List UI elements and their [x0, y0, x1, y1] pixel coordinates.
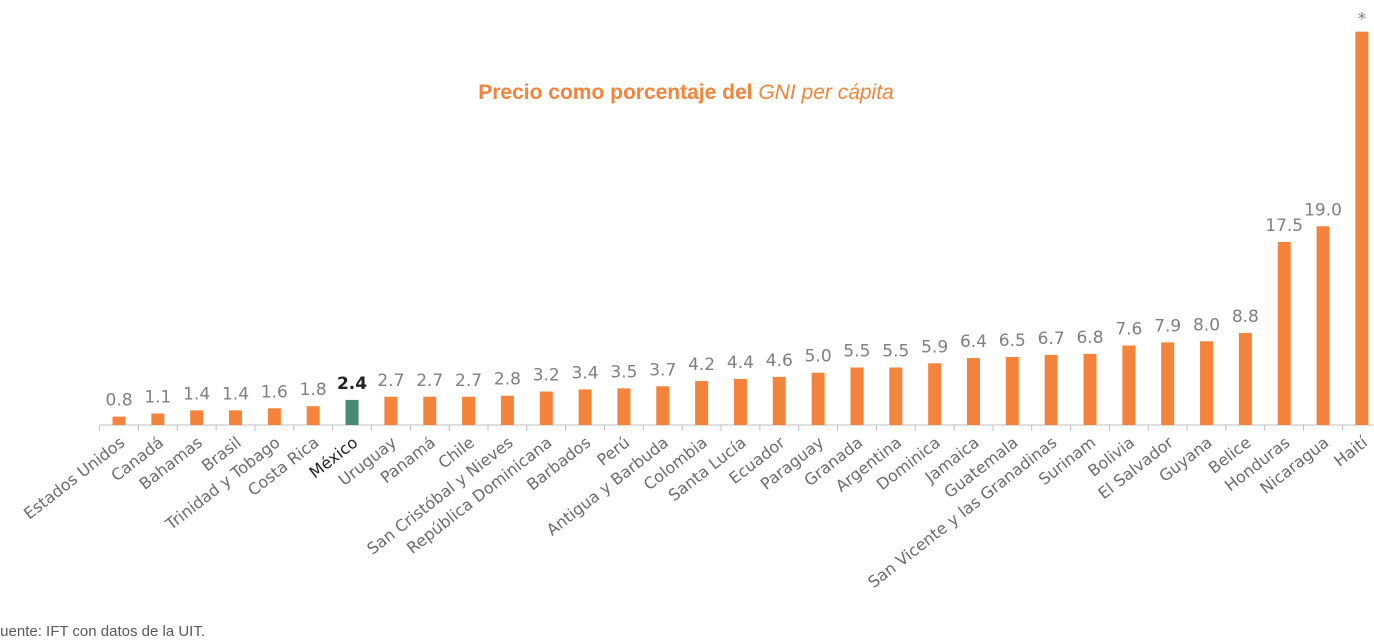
bar [889, 367, 903, 425]
title-part: GNI per cápita [758, 81, 893, 104]
value-label: 7.9 [1154, 316, 1181, 336]
bar [539, 391, 553, 425]
bar [190, 410, 204, 425]
bar [384, 396, 398, 425]
value-label: 3.7 [649, 360, 676, 380]
bar [1161, 342, 1175, 425]
value-label: 17.5 [1265, 216, 1303, 236]
bar [966, 358, 980, 425]
source: Fuente: IFT con datos de la UIT. [0, 623, 205, 640]
value-label: 6.7 [1038, 329, 1065, 349]
value-label: 1.4 [183, 384, 210, 404]
value-label: 2.7 [377, 371, 404, 391]
value-label: 4.4 [727, 353, 754, 373]
bar [733, 378, 747, 425]
value-label: 4.6 [766, 351, 793, 371]
bar [462, 396, 476, 425]
bar [1238, 332, 1252, 425]
bar [1083, 353, 1097, 425]
value-label: 2.7 [416, 371, 443, 391]
value-label: 3.5 [610, 362, 637, 382]
value-label: 4.2 [688, 355, 715, 375]
value-label: 2.4 [337, 374, 367, 394]
value-label: * [1358, 10, 1367, 30]
chart-title: Precio como porcentaje del GNI per cápit… [478, 81, 894, 104]
value-label: 3.4 [572, 363, 599, 383]
x-tick-label: Estados Unidos [20, 433, 128, 523]
bar [1355, 31, 1369, 426]
value-label: 2.8 [494, 370, 521, 390]
bar [928, 363, 942, 425]
bar [695, 381, 709, 425]
bar [151, 413, 165, 425]
value-label: 2.7 [455, 371, 482, 391]
bar [578, 389, 592, 425]
value-label: 1.8 [300, 380, 327, 400]
bar [656, 386, 670, 425]
bar [345, 399, 359, 425]
bar [617, 388, 631, 425]
bar [229, 410, 243, 425]
bar [850, 367, 864, 425]
value-label: 6.5 [999, 331, 1026, 351]
value-label: 5.0 [805, 347, 832, 367]
x-tick-label: Haití [1330, 432, 1371, 470]
value-label: 5.5 [843, 341, 870, 361]
value-label: 0.8 [105, 391, 132, 411]
value-label: 7.6 [1115, 320, 1142, 340]
bar [1005, 357, 1019, 425]
value-label: 3.2 [533, 366, 560, 386]
bar [1200, 341, 1214, 425]
bar [306, 406, 320, 425]
title-part: Precio como porcentaje del [478, 81, 758, 104]
bar [423, 396, 437, 425]
bar [772, 376, 786, 425]
value-label: 1.1 [144, 387, 171, 407]
value-label: 8.8 [1232, 307, 1259, 327]
bar [267, 408, 281, 425]
bar [1044, 354, 1058, 425]
value-label: 19.0 [1304, 200, 1342, 220]
value-label: 8.0 [1193, 315, 1220, 335]
bar [1122, 345, 1136, 425]
value-label: 6.4 [960, 332, 987, 352]
bar [1277, 241, 1291, 425]
bar [811, 372, 825, 425]
bar [112, 416, 126, 425]
value-label: 1.6 [261, 382, 288, 402]
bar [500, 395, 514, 425]
value-label: 5.9 [921, 337, 948, 357]
bar [1316, 226, 1330, 425]
value-label: 1.4 [222, 384, 249, 404]
value-label: 6.8 [1076, 328, 1103, 348]
value-label: 5.5 [882, 341, 909, 361]
